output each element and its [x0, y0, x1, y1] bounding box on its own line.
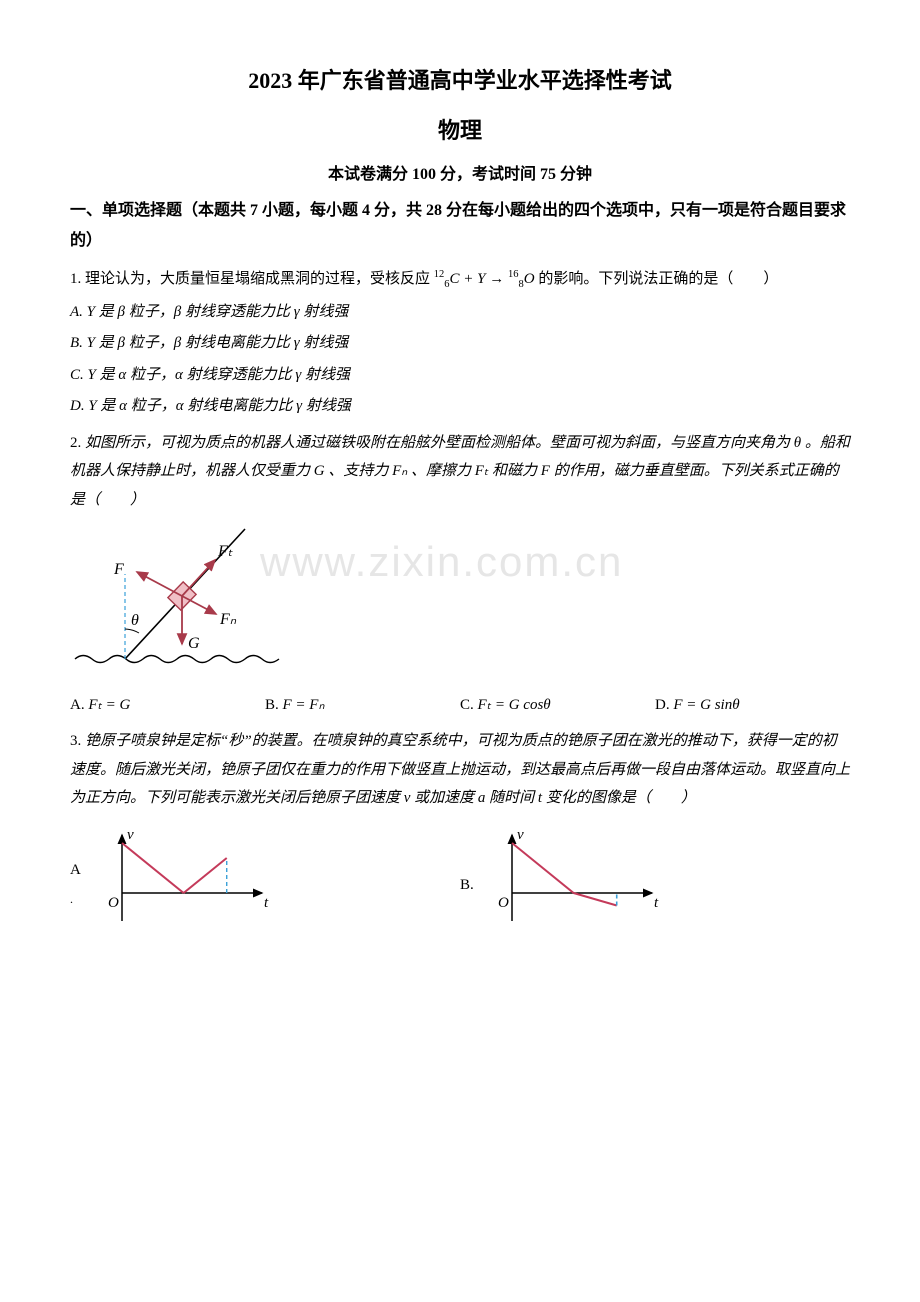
- q3-options-row: A. vtO B. vtO: [70, 825, 850, 946]
- q3-stem: 3. 铯原子喷泉钟是定标“秒”的装置。在喷泉钟的真空系统中，可视为质点的铯原子团…: [70, 727, 850, 813]
- q1-formula: 126C + Y → 168O: [434, 271, 535, 287]
- q2-opt-a-l: A.: [70, 697, 88, 713]
- q1-num: 1.: [70, 271, 81, 287]
- svg-text:t: t: [654, 895, 659, 911]
- q3-chart-b: v t O: [482, 825, 672, 935]
- q2-opt-b: F = Fₙ: [283, 697, 325, 713]
- svg-text:Fₙ: Fₙ: [219, 611, 237, 628]
- watermark: www.zixin.com.cn: [260, 522, 623, 602]
- q2-opt-c: Fₜ = G cosθ: [478, 697, 551, 713]
- section-heading: 一、单项选择题（本题共 7 小题，每小题 4 分，共 28 分在每小题给出的四个…: [70, 196, 850, 257]
- q1-options: A. Y 是 β 粒子，β 射线穿透能力比 γ 射线强 B. Y 是 β 粒子，…: [70, 298, 850, 421]
- q3-chart-a: v t O: [92, 825, 282, 935]
- svg-text:G: G: [188, 635, 200, 652]
- q2-opt-d-l: D.: [655, 697, 673, 713]
- q2-diagram: θ Fₜ F Fₙ G: [70, 514, 280, 674]
- title-main: 2023 年广东省普通高中学业水平选择性考试: [70, 60, 850, 102]
- q3-stem-text: 铯原子喷泉钟是定标“秒”的装置。在喷泉钟的真空系统中，可视为质点的铯原子团在激光…: [70, 733, 850, 806]
- q1-opt-a: A. Y 是 β 粒子，β 射线穿透能力比 γ 射线强: [70, 304, 348, 320]
- q3-label-b: B.: [460, 871, 482, 900]
- q2-opt-a: Fₜ = G: [88, 697, 130, 713]
- q2-opt-d: F = G sinθ: [673, 697, 739, 713]
- svg-text:O: O: [108, 895, 119, 911]
- q1-opt-d: D. Y 是 α 粒子，α 射线电离能力比 γ 射线强: [70, 398, 351, 414]
- q2-opt-b-l: B.: [265, 697, 283, 713]
- q1-opt-b: B. Y 是 β 粒子，β 射线电离能力比 γ 射线强: [70, 335, 348, 351]
- svg-text:θ: θ: [131, 612, 139, 629]
- q1-stem-pre: 理论认为，大质量恒星塌缩成黑洞的过程，受核反应: [85, 271, 430, 287]
- q1-stem-post: 的影响。下列说法正确的是（ ）: [538, 271, 778, 287]
- exam-info: 本试卷满分 100 分，考试时间 75 分钟: [70, 160, 850, 190]
- q2-options: A. Fₜ = G B. F = Fₙ C. Fₜ = G cosθ D. F …: [70, 691, 850, 720]
- q1-opt-c: C. Y 是 α 粒子，α 射线穿透能力比 γ 射线强: [70, 367, 350, 383]
- q2-diagram-wrap: www.zixin.com.cn θ Fₜ F Fₙ G: [70, 514, 850, 685]
- svg-text:v: v: [517, 827, 524, 843]
- q3-label-a: A: [70, 862, 81, 878]
- svg-text:O: O: [498, 895, 509, 911]
- q2-opt-c-l: C.: [460, 697, 478, 713]
- svg-text:Fₜ: Fₜ: [217, 543, 233, 560]
- svg-text:v: v: [127, 827, 134, 843]
- title-sub: 物理: [70, 110, 850, 152]
- q1-stem: 1. 理论认为，大质量恒星塌缩成黑洞的过程，受核反应 126C + Y → 16…: [70, 265, 850, 295]
- q2-stem-text: 如图所示，可视为质点的机器人通过磁铁吸附在船舷外壁面检测船体。壁面可视为斜面，与…: [70, 435, 850, 508]
- q2-stem: 2. 如图所示，可视为质点的机器人通过磁铁吸附在船舷外壁面检测船体。壁面可视为斜…: [70, 429, 850, 515]
- svg-text:F: F: [113, 561, 124, 578]
- q3-num: 3.: [70, 733, 81, 749]
- svg-text:t: t: [264, 895, 269, 911]
- q2-num: 2.: [70, 435, 81, 451]
